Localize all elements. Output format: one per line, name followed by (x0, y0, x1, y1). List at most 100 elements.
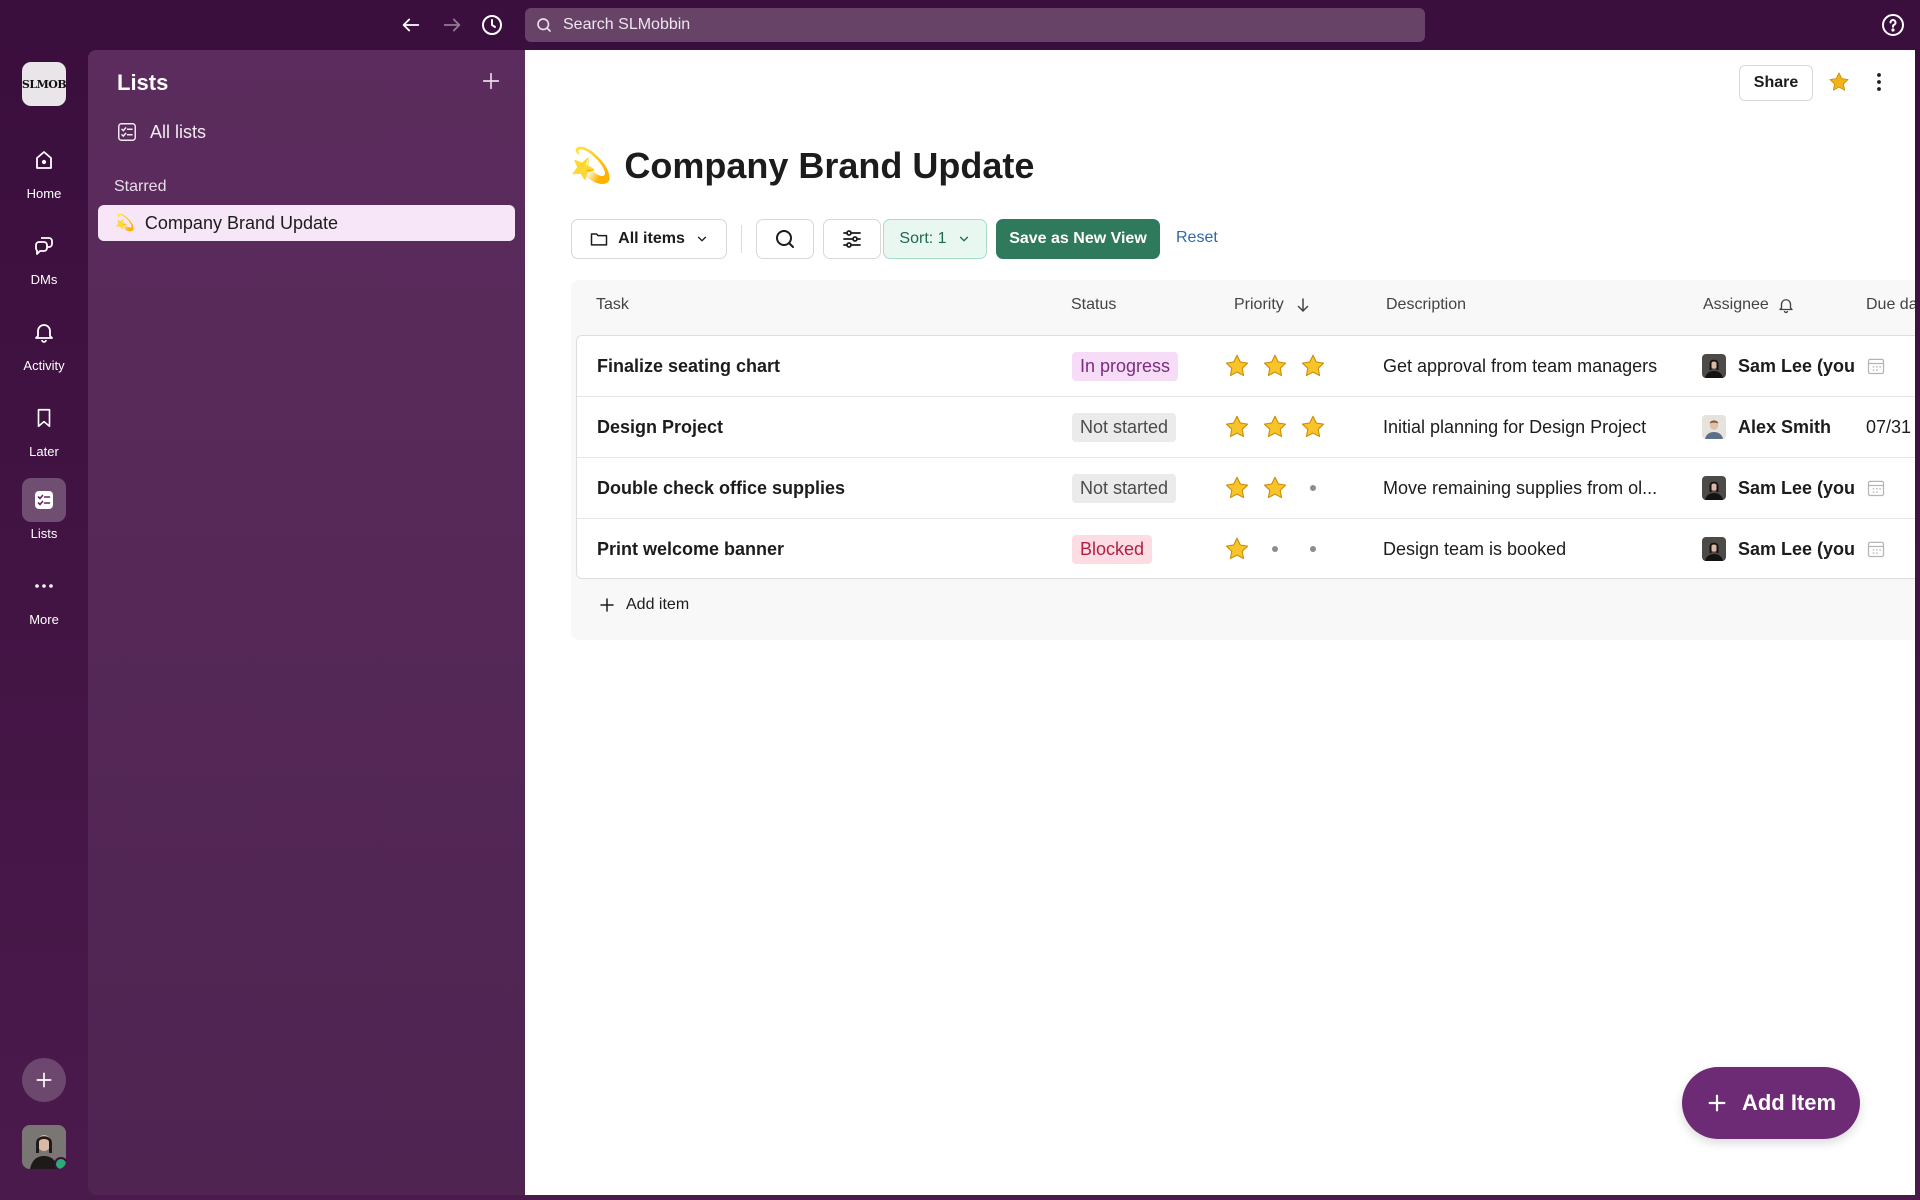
filter-button[interactable] (823, 219, 881, 259)
bell-icon (1779, 299, 1793, 314)
sidebar-item-all-lists[interactable]: All lists (116, 118, 206, 146)
view-selector-label: All items (618, 230, 685, 247)
plus-icon (600, 598, 614, 612)
more-icon (35, 584, 53, 588)
priority-slot[interactable] (1294, 546, 1332, 552)
all-lists-label: All lists (150, 121, 207, 142)
priority-slot[interactable] (1256, 474, 1294, 502)
favorite-button[interactable] (1827, 70, 1851, 94)
rail-add-button[interactable] (22, 1058, 66, 1102)
star-icon (1225, 476, 1249, 499)
priority-slot[interactable] (1218, 352, 1256, 380)
assignee-cell[interactable]: Sam Lee (you (1702, 458, 1862, 518)
back-button[interactable] (397, 11, 425, 39)
assignee-header-label: Assignee (1703, 296, 1769, 313)
user-avatar[interactable] (22, 1125, 66, 1169)
priority-slot[interactable] (1256, 352, 1294, 380)
search-list-button[interactable] (756, 219, 814, 259)
priority-slot[interactable] (1218, 474, 1256, 502)
priority-slot[interactable] (1256, 413, 1294, 441)
sort-button[interactable]: Sort: 1 (883, 219, 987, 259)
rail-item-home[interactable]: Home (0, 138, 88, 201)
priority-cell[interactable] (1218, 397, 1332, 457)
due-date-cell[interactable] (1866, 458, 1886, 518)
reset-link[interactable]: Reset (1176, 229, 1218, 246)
priority-cell[interactable] (1218, 519, 1332, 579)
search-icon (537, 18, 551, 32)
column-header-priority[interactable]: Priority (1234, 296, 1312, 314)
assignee-cell[interactable]: Sam Lee (you (1702, 519, 1862, 579)
status-cell[interactable]: Blocked (1072, 519, 1153, 579)
column-header-due-date[interactable]: Due da (1866, 296, 1915, 313)
column-header-description[interactable]: Description (1386, 296, 1467, 313)
due-date-cell[interactable] (1866, 336, 1886, 396)
rail-label-more: More (29, 612, 59, 627)
table-row[interactable]: Design Project Not started Initial plann… (577, 397, 1915, 458)
priority-slot[interactable] (1218, 535, 1256, 563)
assignee-name: Alex Smith (1738, 416, 1832, 437)
table-row[interactable]: Double check office supplies Not started… (577, 458, 1915, 519)
status-cell[interactable]: Not started (1072, 397, 1177, 457)
view-selector[interactable]: All items (571, 219, 727, 259)
search-bar[interactable]: Search SLMobbin (525, 8, 1425, 42)
lists-icon (118, 123, 136, 141)
rail-item-more[interactable]: More (0, 564, 88, 627)
new-list-button[interactable] (480, 70, 502, 92)
status-cell[interactable]: Not started (1072, 458, 1177, 518)
column-header-assignee[interactable]: Assignee (1703, 296, 1795, 314)
description-cell[interactable]: Move remaining supplies from ol... (1383, 477, 1658, 498)
dizzy-emoji-icon: 💫 (570, 147, 613, 185)
description-cell[interactable]: Design team is booked (1383, 538, 1567, 559)
page-title-text: Company Brand Update (624, 145, 1035, 186)
assignee-cell[interactable]: Alex Smith (1702, 397, 1862, 457)
task-cell[interactable]: Design Project (597, 416, 724, 437)
save-as-new-view-button[interactable]: Save as New View (996, 219, 1160, 259)
more-options-button[interactable] (1867, 70, 1891, 94)
sidebar-title: Lists (117, 70, 169, 95)
top-bar: Search SLMobbin (0, 0, 1920, 50)
task-cell[interactable]: Double check office supplies (597, 477, 846, 498)
priority-cell[interactable] (1218, 458, 1332, 518)
priority-slot[interactable] (1294, 485, 1332, 491)
column-header-status[interactable]: Status (1071, 296, 1117, 313)
plus-icon (36, 1072, 52, 1088)
rail-label-later: Later (29, 444, 59, 459)
priority-slot[interactable] (1218, 413, 1256, 441)
add-item-fab[interactable]: Add Item (1682, 1067, 1860, 1139)
description-cell[interactable]: Initial planning for Design Project (1383, 416, 1647, 437)
task-cell[interactable]: Finalize seating chart (597, 355, 781, 376)
status-cell[interactable]: In progress (1072, 336, 1179, 396)
rail-item-lists[interactable]: Lists (0, 478, 88, 541)
rail-item-dms[interactable]: DMs (0, 224, 88, 287)
priority-slot[interactable] (1294, 352, 1332, 380)
share-button[interactable]: Share (1739, 65, 1813, 101)
table-row[interactable]: Finalize seating chart In progress Get a… (577, 336, 1915, 397)
priority-slot[interactable] (1256, 546, 1294, 552)
rail-label-lists: Lists (30, 526, 58, 541)
help-button[interactable] (1880, 12, 1906, 38)
table-row[interactable]: Print welcome banner Blocked Design team… (577, 519, 1915, 580)
add-item-row-button[interactable]: Add item (598, 596, 689, 614)
empty-priority-dot (1310, 485, 1316, 491)
task-cell[interactable]: Print welcome banner (597, 538, 785, 559)
forward-button[interactable] (438, 11, 466, 39)
star-icon (1263, 354, 1287, 377)
assignee-cell[interactable]: Sam Lee (you (1702, 336, 1862, 396)
description-cell[interactable]: Get approval from team managers (1383, 355, 1658, 376)
history-button[interactable] (478, 11, 506, 39)
priority-cell[interactable] (1218, 336, 1332, 396)
rail-item-later[interactable]: Later (0, 396, 88, 459)
dizzy-emoji-icon: 💫 (115, 215, 135, 232)
priority-slot[interactable] (1294, 413, 1332, 441)
clock-icon (482, 15, 502, 35)
workspace-logo[interactable]: SLMOB (22, 62, 67, 106)
due-date-cell[interactable] (1866, 519, 1886, 579)
sidebar-item-company-brand-update[interactable]: 💫 Company Brand Update (98, 205, 515, 241)
dms-icon (35, 237, 53, 255)
due-date-value: 07/31 (1866, 416, 1912, 437)
column-header-task[interactable]: Task (596, 296, 629, 313)
rail-item-activity[interactable]: Activity (0, 310, 88, 373)
chevron-down-icon (697, 236, 706, 242)
due-date-cell[interactable]: 07/31 (1866, 397, 1911, 457)
star-icon (1829, 72, 1849, 91)
